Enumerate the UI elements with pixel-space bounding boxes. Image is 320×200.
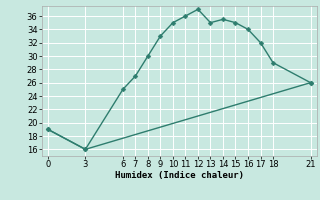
X-axis label: Humidex (Indice chaleur): Humidex (Indice chaleur) <box>115 171 244 180</box>
